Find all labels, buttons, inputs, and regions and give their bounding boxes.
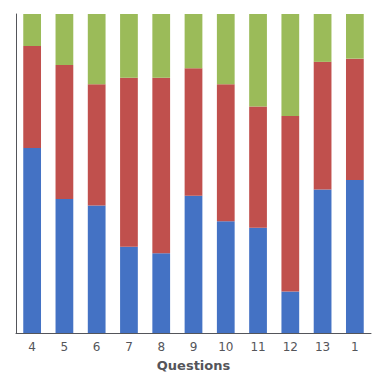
- svg-text:Questions: Questions: [157, 358, 231, 373]
- svg-text:11: 11: [250, 340, 265, 354]
- svg-text:5: 5: [61, 340, 69, 354]
- svg-text:12: 12: [283, 340, 298, 354]
- svg-text:6: 6: [93, 340, 101, 354]
- svg-text:13: 13: [315, 340, 330, 354]
- svg-text:10: 10: [218, 340, 233, 354]
- svg-text:1: 1: [351, 340, 359, 354]
- svg-text:8: 8: [157, 340, 165, 354]
- svg-text:7: 7: [125, 340, 133, 354]
- svg-text:9: 9: [190, 340, 198, 354]
- svg-text:4: 4: [28, 340, 36, 354]
